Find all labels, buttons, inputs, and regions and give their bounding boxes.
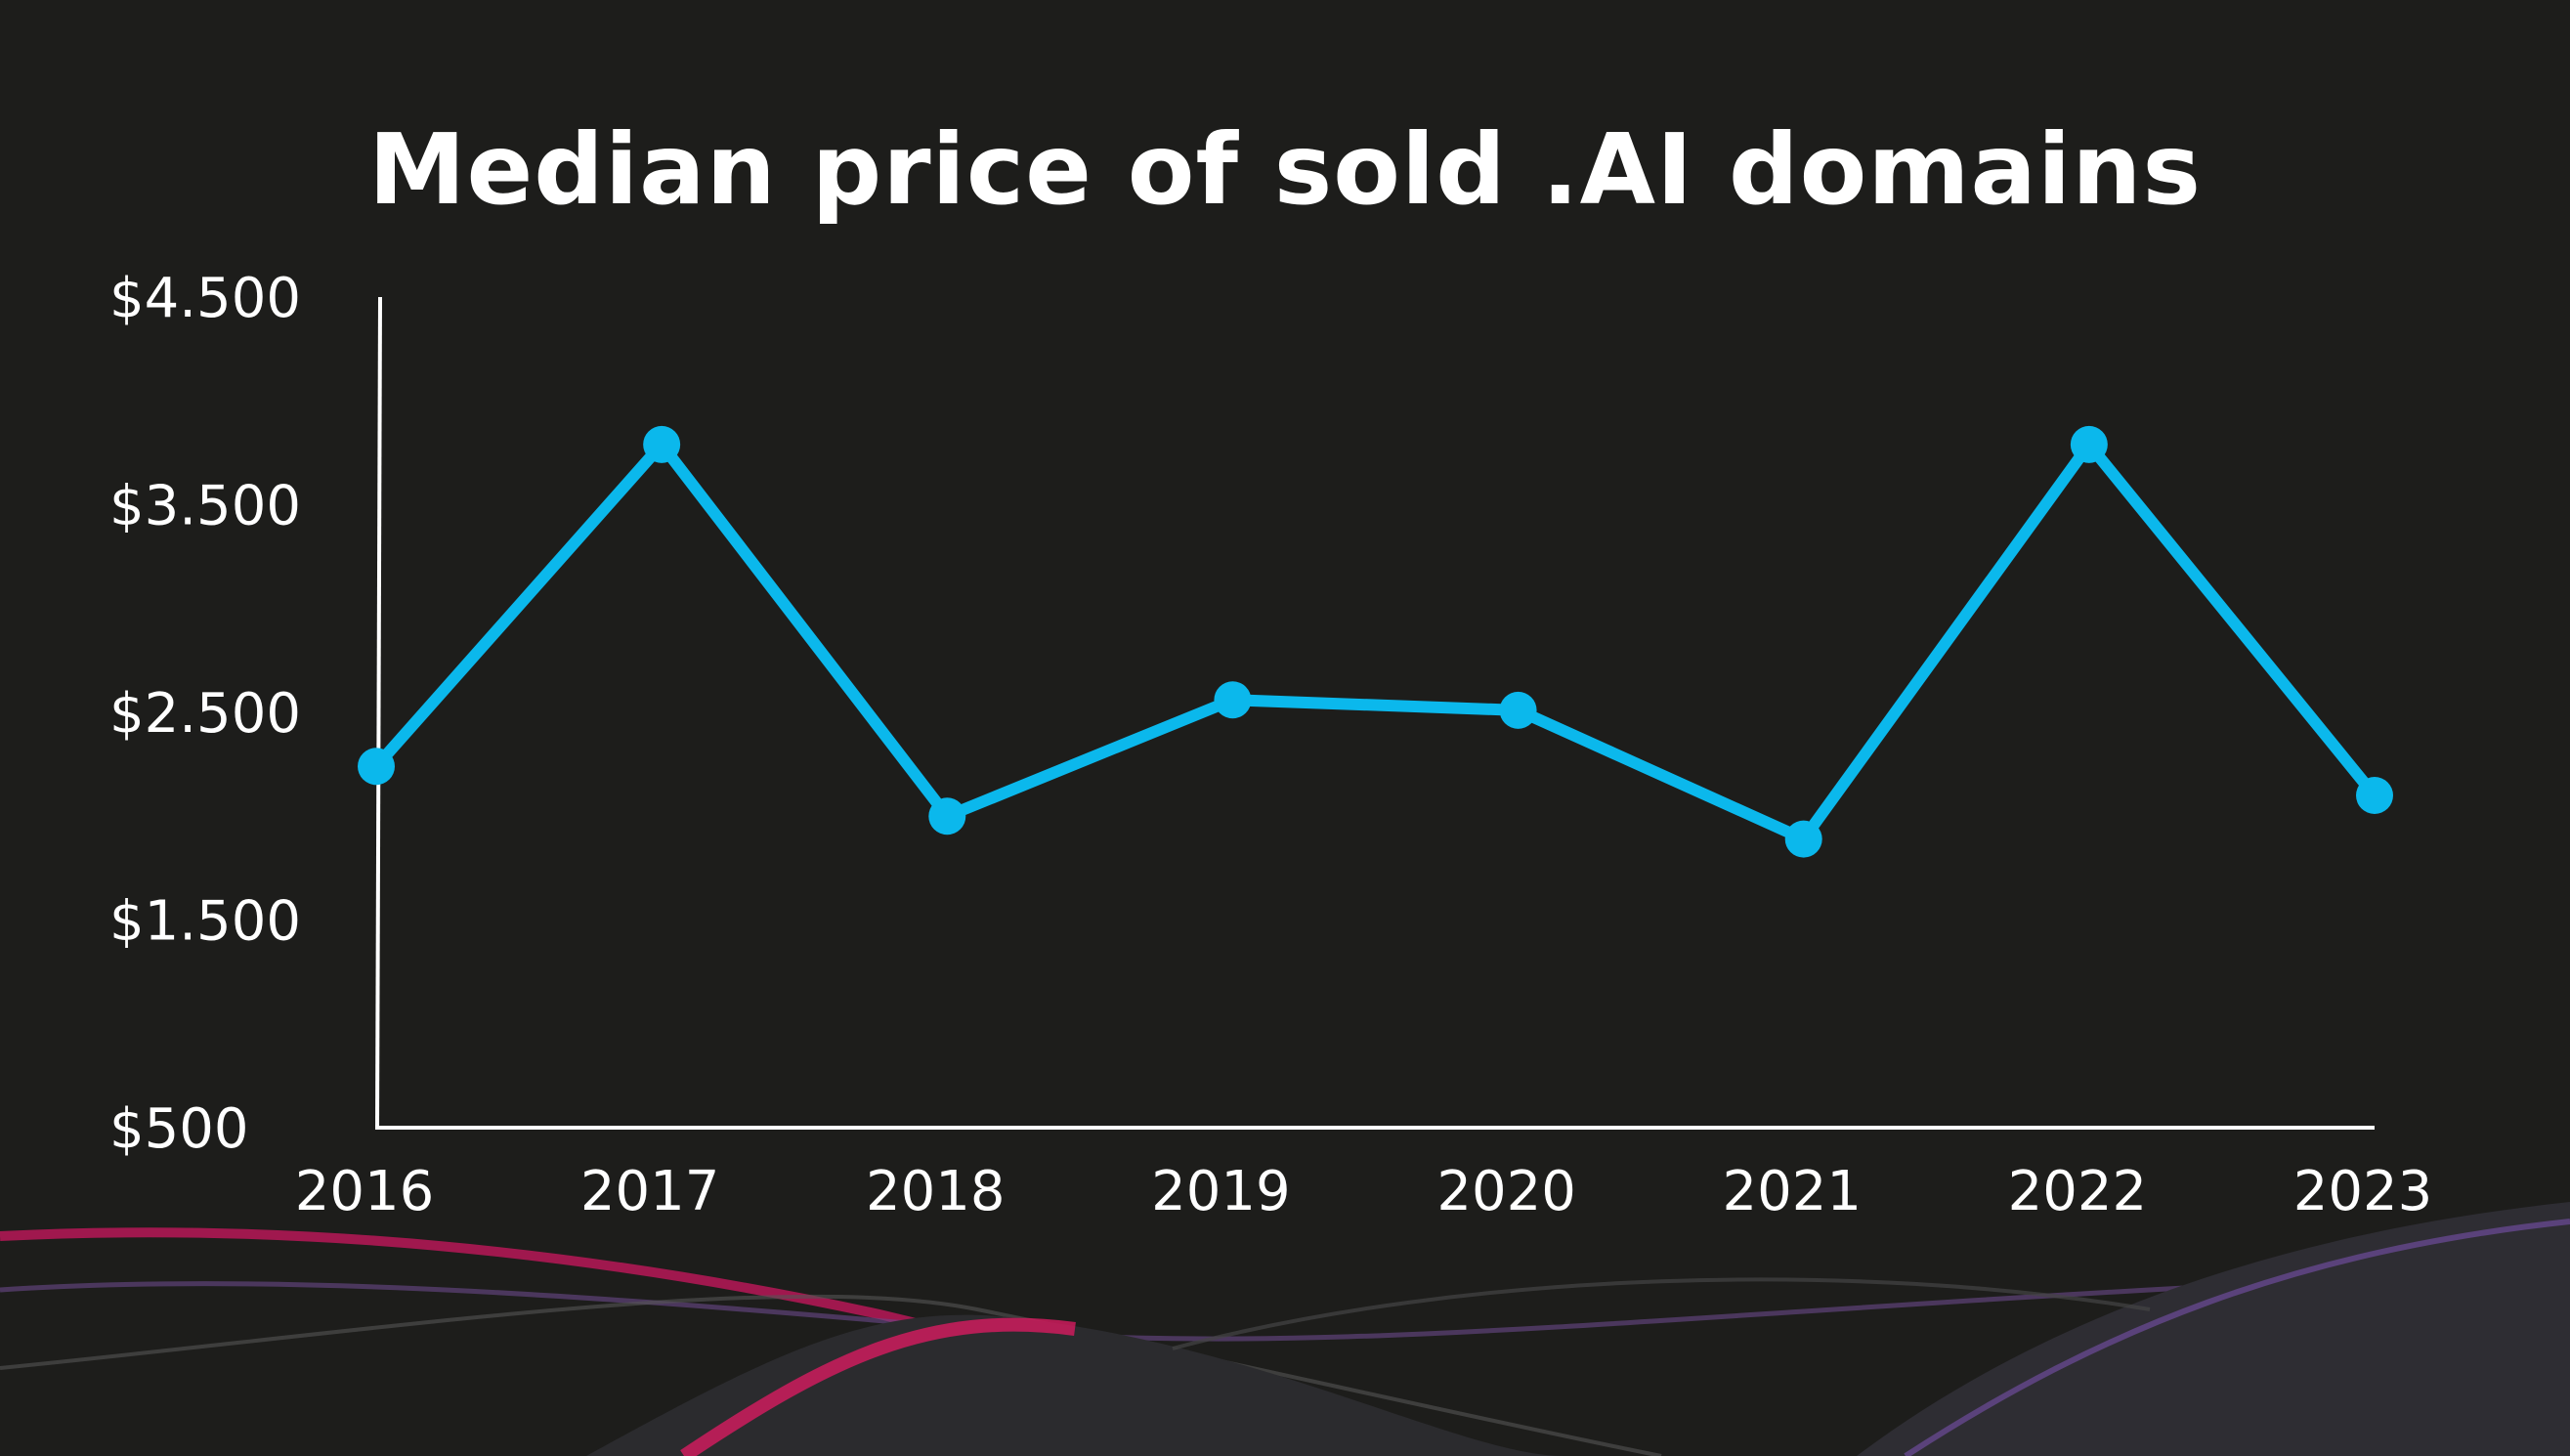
x-tick-label: 2018 xyxy=(866,1160,1006,1223)
y-tick-label: $1.500 xyxy=(109,890,301,954)
y-tick-label: $4.500 xyxy=(109,267,301,330)
data-point-2022 xyxy=(2070,425,2108,463)
data-point-2019 xyxy=(1214,681,1252,719)
x-tick-label: 2021 xyxy=(1722,1160,1862,1223)
x-tick-label: 2017 xyxy=(580,1160,720,1223)
data-point-2018 xyxy=(928,797,966,835)
data-point-2023 xyxy=(2356,777,2393,814)
x-tick-label: 2016 xyxy=(295,1160,435,1223)
data-point-2016 xyxy=(358,748,395,786)
x-tick-label: 2020 xyxy=(1436,1160,1576,1223)
y-tick-label: $3.500 xyxy=(109,475,301,538)
y-tick-label: $2.500 xyxy=(109,682,301,746)
x-tick-label: 2019 xyxy=(1151,1160,1291,1223)
data-point-2020 xyxy=(1499,691,1537,729)
y-axis-line xyxy=(375,296,382,1131)
x-tick-label: 2023 xyxy=(2293,1160,2433,1223)
data-point-2021 xyxy=(1784,820,1822,858)
y-tick-label: $500 xyxy=(109,1097,249,1161)
data-point-2017 xyxy=(643,425,681,463)
x-tick-label: 2022 xyxy=(2008,1160,2148,1223)
decorative-waves xyxy=(0,1202,2570,1456)
chart-title: Median price of sold .AI domains xyxy=(367,112,2203,227)
data-line xyxy=(371,438,2379,845)
